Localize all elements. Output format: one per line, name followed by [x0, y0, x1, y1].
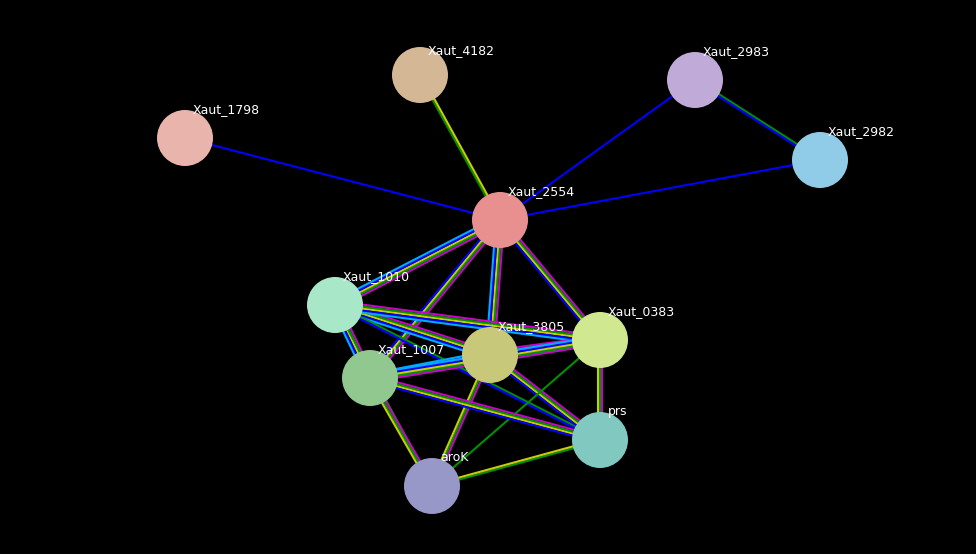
- Point: [687, 75, 703, 84]
- Point: [592, 336, 608, 345]
- Text: Xaut_3805: Xaut_3805: [498, 320, 565, 333]
- Text: Xaut_0383: Xaut_0383: [608, 305, 675, 318]
- Point: [592, 435, 608, 444]
- Text: aroK: aroK: [440, 451, 468, 464]
- Text: Xaut_4182: Xaut_4182: [428, 44, 495, 57]
- Point: [412, 70, 427, 79]
- Text: Xaut_2554: Xaut_2554: [508, 185, 575, 198]
- Point: [178, 134, 193, 142]
- Point: [482, 351, 498, 360]
- Point: [362, 373, 378, 382]
- Text: prs: prs: [608, 405, 628, 418]
- Text: Xaut_1007: Xaut_1007: [378, 343, 445, 356]
- Point: [812, 156, 828, 165]
- Text: Xaut_1798: Xaut_1798: [193, 103, 261, 116]
- Point: [492, 216, 508, 224]
- Point: [327, 301, 343, 310]
- Text: Xaut_2983: Xaut_2983: [703, 45, 770, 58]
- Text: Xaut_2982: Xaut_2982: [828, 125, 895, 138]
- Point: [425, 481, 440, 490]
- Text: Xaut_1010: Xaut_1010: [343, 270, 410, 283]
